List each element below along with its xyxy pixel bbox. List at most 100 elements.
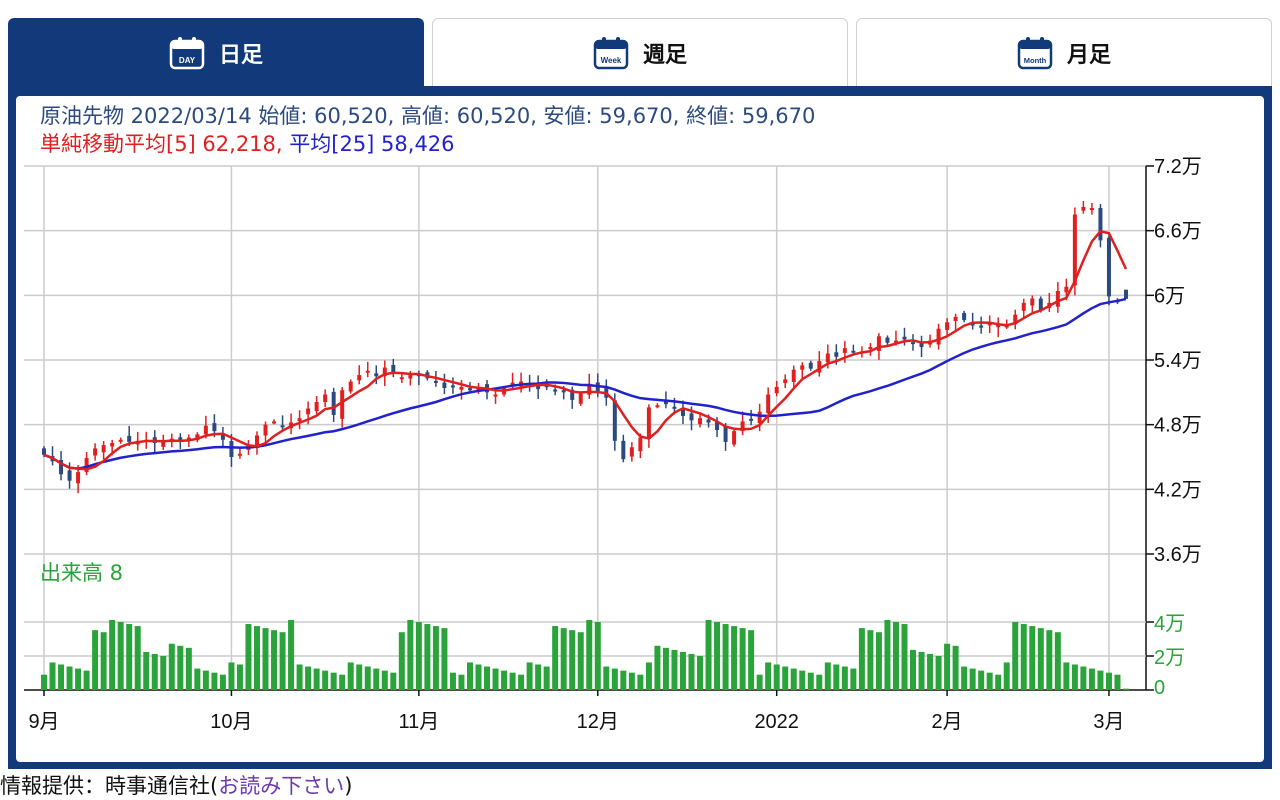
candle-body [1089, 208, 1094, 211]
candle-body [1013, 314, 1018, 325]
tab-weekly[interactable]: Week 週足 [432, 18, 848, 86]
tab-monthly-label: 月足 [1066, 42, 1111, 68]
volume-bar [211, 672, 218, 690]
volume-bar [790, 668, 797, 690]
volume-bar [236, 664, 243, 690]
volume-bar [177, 645, 184, 690]
volume-bar [313, 668, 320, 690]
volume-bar [134, 626, 141, 690]
candle-body [791, 369, 796, 382]
candle-body [93, 448, 98, 456]
volume-bar [910, 649, 917, 690]
volume-bar [1012, 622, 1019, 690]
volume-bar [1080, 666, 1087, 690]
volume-bar [969, 668, 976, 690]
volume-bar [901, 624, 908, 690]
volume-bar [1046, 630, 1053, 690]
volume-bar [1029, 626, 1036, 690]
candle-body [314, 402, 319, 412]
candle-body [391, 364, 396, 375]
volume-bar [978, 670, 985, 690]
candle-body [186, 437, 191, 440]
volume-bar [986, 672, 993, 690]
volume-bar [339, 674, 346, 690]
volume-bar [1003, 662, 1010, 690]
volume-bar [202, 670, 209, 690]
volume-bar [185, 647, 192, 690]
moving-average-info: 単純移動平均[5] 62,218, 平均[25] 58,426 [40, 128, 455, 158]
tab-daily-label: 日足 [218, 42, 263, 68]
volume-bar [560, 628, 567, 690]
volume-bar [654, 645, 661, 690]
candle-body [825, 353, 830, 363]
volume-bar [782, 666, 789, 690]
candle-body [212, 423, 217, 432]
volume-bar [288, 619, 295, 690]
volume-bar [518, 674, 525, 690]
candle-body [331, 391, 336, 415]
candle-body [101, 445, 106, 453]
candle-body [868, 347, 873, 350]
volume-bar [927, 653, 934, 690]
candle-body [382, 367, 387, 377]
candle-body [203, 425, 208, 435]
candle-body [237, 453, 242, 456]
ma5-line [43, 229, 1128, 471]
volume-bar [322, 670, 329, 690]
candle-body [306, 408, 311, 415]
volume-bar [58, 664, 65, 690]
volume-bar [1097, 670, 1104, 690]
ma25-line [43, 297, 1127, 470]
volume-bar [884, 619, 891, 690]
calendar-day-icon: DAY [169, 36, 205, 69]
volume-tick-label: 0 [1154, 677, 1165, 699]
volume-bar [390, 672, 397, 690]
volume-bar [279, 632, 286, 690]
candle-body [1055, 291, 1060, 307]
candle-body [365, 370, 370, 373]
volume-bar [253, 626, 260, 690]
volume-bar [858, 628, 865, 690]
candle-body [740, 421, 745, 432]
volume-bar [381, 670, 388, 690]
volume-bar [83, 670, 90, 690]
price-tick-label: 5.4万 [1154, 350, 1202, 372]
candle-body [570, 389, 575, 400]
candle-body [357, 375, 362, 381]
volume-bar [535, 664, 542, 690]
volume-bar [824, 662, 831, 690]
candle-body [450, 385, 455, 388]
price-tick-label: 7.2万 [1154, 156, 1202, 178]
volume-bar [364, 666, 371, 690]
candle-body [272, 421, 277, 424]
volume-bar [1105, 672, 1112, 690]
volume-bar [526, 662, 533, 690]
candle-body [698, 418, 703, 425]
candle-body [851, 350, 856, 353]
candle-body [655, 405, 660, 408]
volume-bar [645, 662, 652, 690]
candle-body [757, 411, 762, 424]
month-label: 2月 [932, 711, 963, 733]
candle-body [1124, 289, 1128, 299]
volume-bar [731, 626, 738, 690]
volume-bar [424, 624, 431, 690]
candle-body [161, 440, 166, 447]
candle-body [936, 328, 941, 345]
candle-body [220, 435, 225, 440]
tab-monthly[interactable]: Month 月足 [856, 18, 1272, 86]
candle-body [919, 342, 924, 348]
volume-tick-label: 4万 [1154, 613, 1185, 635]
volume-info: 出来高 8 [40, 561, 124, 585]
candle-body [672, 406, 677, 409]
candle-body [970, 322, 975, 326]
volume-bar [66, 666, 73, 690]
volume-bar [1054, 632, 1061, 690]
candle-body [732, 431, 737, 445]
volume-bar [841, 666, 848, 690]
volume-bar [697, 656, 704, 690]
tab-daily[interactable]: DAY 日足 [8, 18, 424, 86]
volume-bar [432, 626, 439, 690]
disclaimer-link[interactable]: お読み下さい [218, 774, 345, 798]
candle-body [689, 413, 694, 421]
